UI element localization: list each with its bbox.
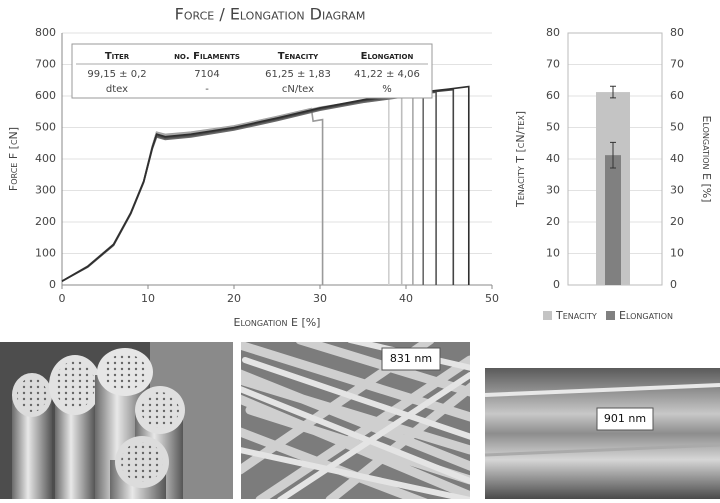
- x-axis-label: Elongation E [%]: [234, 316, 321, 329]
- table-cell: 41,22 ± 4,06: [354, 69, 420, 80]
- data-table: Titer no. Filaments Tenacity Elongation 99,1…: [71, 43, 433, 99]
- y2-tick-label: 70: [670, 58, 684, 71]
- legend-label: Elongation: [619, 309, 673, 322]
- y-tick-label: 80: [546, 26, 560, 39]
- table-cell: cN/tex: [282, 84, 314, 95]
- y2-tick-label: 10: [670, 247, 684, 260]
- force-curve: [61, 88, 455, 285]
- legend-swatch: [606, 311, 615, 320]
- legend-swatch: [543, 311, 552, 320]
- y2-tick-label: 20: [670, 215, 684, 228]
- micrograph: 901 nm: [484, 368, 720, 499]
- y-tick-label: 50: [546, 121, 560, 134]
- y2-tick-label: 0: [670, 278, 677, 291]
- force-curve: [61, 93, 424, 285]
- y-tick-label: 500: [35, 121, 56, 134]
- scale-label: 831 nm: [390, 352, 432, 365]
- micrograph: [0, 342, 233, 499]
- y-tick-label: 200: [35, 215, 56, 228]
- legend-label: Tenacity: [555, 309, 597, 322]
- table-header: Tenacity: [278, 51, 319, 62]
- y-tick-label: 10: [546, 247, 560, 260]
- x-tick-label: 10: [141, 292, 155, 305]
- table-cell: dtex: [106, 84, 128, 95]
- y2-tick-label: 50: [670, 121, 684, 134]
- y-tick-label: 600: [35, 89, 56, 102]
- x-tick-label: 30: [313, 292, 327, 305]
- y-tick-label: 100: [35, 247, 56, 260]
- table-cell: 7104: [194, 69, 219, 80]
- y-axis-label: Tenacity T [cN/tex]: [514, 111, 527, 208]
- y2-tick-label: 30: [670, 184, 684, 197]
- y-tick-label: 0: [49, 278, 56, 291]
- table-header: Titer: [105, 51, 130, 62]
- y-tick-label: 0: [553, 278, 560, 291]
- y2-tick-label: 40: [670, 152, 684, 165]
- force-curve: [61, 93, 414, 285]
- bar: [605, 155, 621, 285]
- table-cell: %: [382, 84, 392, 95]
- y-tick-label: 20: [546, 215, 560, 228]
- x-tick-label: 0: [59, 292, 66, 305]
- y-tick-label: 60: [546, 89, 560, 102]
- y-tick-label: 300: [35, 184, 56, 197]
- error-bar: [610, 141, 616, 169]
- x-tick-label: 40: [399, 292, 413, 305]
- y-tick-label: 40: [546, 152, 560, 165]
- force-curve: [61, 91, 437, 285]
- y2-tick-label: 60: [670, 89, 684, 102]
- y-tick-label: 700: [35, 58, 56, 71]
- table-box: [71, 43, 433, 99]
- table-cell: -: [205, 84, 209, 95]
- force-curve: [61, 85, 470, 285]
- chart-title: Force / Elongation Diagram: [175, 5, 366, 24]
- table-header: Elongation: [361, 51, 414, 62]
- scale-label: 901 nm: [604, 412, 646, 425]
- y2-tick-label: 80: [670, 26, 684, 39]
- table-cell: 99,15 ± 0,2: [87, 69, 146, 80]
- micrograph: 831 nm: [241, 342, 470, 499]
- y-tick-label: 800: [35, 26, 56, 39]
- x-tick-label: 50: [485, 292, 499, 305]
- y2-axis-label: Elongation E [%]: [700, 116, 713, 203]
- y-tick-label: 30: [546, 184, 560, 197]
- x-tick-label: 20: [227, 292, 241, 305]
- y-axis-label: Force F [cN]: [7, 127, 20, 191]
- y-tick-label: 400: [35, 152, 56, 165]
- y-tick-label: 70: [546, 58, 560, 71]
- error-bar: [610, 85, 616, 99]
- table-cell: 61,25 ± 1,83: [265, 69, 331, 80]
- table-header: no. Filaments: [174, 51, 240, 62]
